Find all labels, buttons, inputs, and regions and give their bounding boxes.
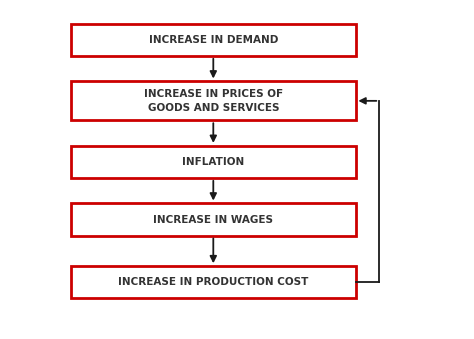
FancyBboxPatch shape [71, 203, 356, 236]
FancyBboxPatch shape [71, 146, 356, 178]
Text: INCREASE IN DEMAND: INCREASE IN DEMAND [149, 35, 278, 45]
FancyBboxPatch shape [71, 81, 356, 120]
FancyBboxPatch shape [71, 24, 356, 56]
Text: INFLATION: INFLATION [182, 157, 245, 167]
Text: INCREASE IN PRODUCTION COST: INCREASE IN PRODUCTION COST [118, 277, 309, 287]
Text: INCREASE IN PRICES OF
GOODS AND SERVICES: INCREASE IN PRICES OF GOODS AND SERVICES [144, 89, 283, 113]
Text: INCREASE IN WAGES: INCREASE IN WAGES [153, 215, 273, 224]
FancyBboxPatch shape [71, 266, 356, 298]
